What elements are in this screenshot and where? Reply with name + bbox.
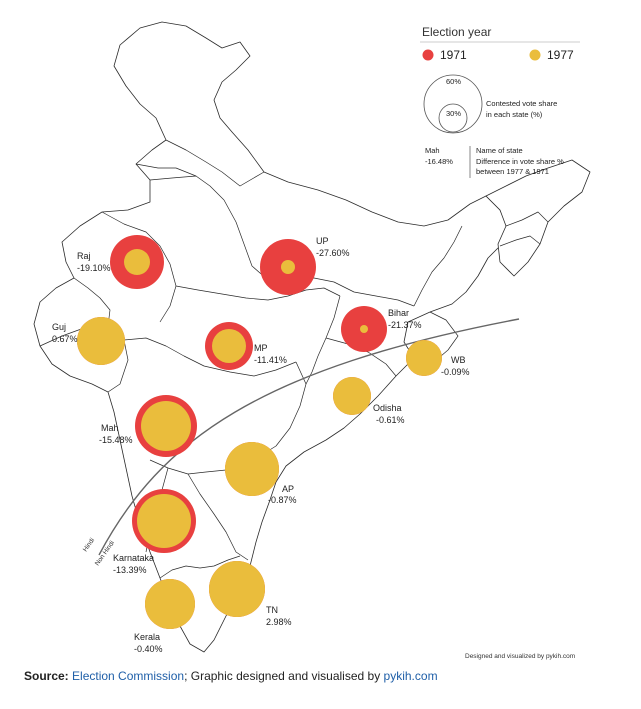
legend-size-caption-1: Contested vote share [486,99,557,108]
legend-diff-caption-1: Difference in vote share % [476,157,564,166]
legend-size-caption-2: in each state (%) [486,110,543,119]
label-name-mah: Mah [101,423,119,433]
legend-year-1977: 1977 [547,48,574,62]
legend-name-caption: Name of state [476,146,523,155]
bubble-odisha-1977 [333,377,371,415]
label-name-karnataka: Karnataka [113,553,154,563]
footer: Source: Election Commission; Graphic des… [24,669,438,683]
legend-swatch-1977 [529,49,541,61]
legend-size-big-label: 60% [446,77,461,86]
legend-diff-caption-2: between 1977 & 1971 [476,167,549,176]
label-diff-mah: -15.48% [99,435,133,445]
legend-example-state: Mah [425,146,440,155]
bubble-kerala-1977 [145,579,195,629]
legend-example-diff: -16.48% [425,157,453,166]
bubble-up-1977 [281,260,295,274]
label-name-up: UP [316,236,329,246]
label-diff-ap: -0.87% [268,495,297,505]
label-diff-tn: 2.98% [266,617,292,627]
label-name-raj: Raj [77,251,91,261]
legend-year-1971: 1971 [440,48,467,62]
divider-label-north: Hindi [82,537,96,553]
footer-credit-link[interactable]: pykih.com [383,669,438,683]
label-diff-odisha: -0.61% [376,415,405,425]
legend-size-circle-small [438,103,468,133]
bubble-ap-1977 [225,442,279,496]
label-diff-kerala: -0.40% [134,644,163,654]
legend-swatch-1971 [422,49,434,61]
bubble-wb-1977 [406,340,442,376]
label-diff-wb: -0.09% [441,367,470,377]
bubble-bihar-1977 [360,325,368,333]
label-diff-up: -27.60% [316,248,350,258]
legend-size-circle-big [423,74,483,134]
credit-text: Designed and visualized by pykih.com [465,653,575,660]
bubble-karnataka-1977 [137,494,191,548]
label-name-ap: AP [282,484,294,494]
label-diff-guj: 0.67% [52,334,78,344]
label-diff-karnataka: -13.39% [113,565,147,575]
bubble-guj-1977 [77,317,125,365]
bubble-raj-1977 [124,249,150,275]
label-name-bihar: Bihar [388,308,409,318]
label-diff-mp: -11.41% [254,355,287,365]
label-diff-bihar: -21.37% [388,320,422,330]
state-boundaries [39,139,549,579]
legend: Election year 1971 1977 60% 30% Conteste… [420,25,580,178]
bubble-tn-1977 [209,561,265,617]
label-diff-raj: -19.10% [77,263,111,273]
label-name-mp: MP [254,343,268,353]
india-map: Hindi Non Hindi Raj -19.10% UP -2 [33,21,591,660]
footer-middle-text: ; Graphic designed and visualised by [184,669,381,683]
label-name-kerala: Kerala [134,632,160,642]
footer-source-link[interactable]: Election Commission [72,669,185,683]
label-name-wb: WB [451,355,466,365]
footer-source-label: Source: [24,669,69,683]
label-name-tn: TN [266,605,278,615]
state-labels: Raj -19.10% UP -27.60% Bihar -21.37% Guj… [52,236,470,654]
label-name-odisha: Odisha [373,403,402,413]
label-name-guj: Guj [52,322,66,332]
bubbles [77,235,442,629]
legend-size-small-label: 30% [446,109,461,118]
bubble-mah-1977 [141,401,191,451]
legend-title: Election year [422,25,491,39]
bubble-mp-1977 [212,329,246,363]
